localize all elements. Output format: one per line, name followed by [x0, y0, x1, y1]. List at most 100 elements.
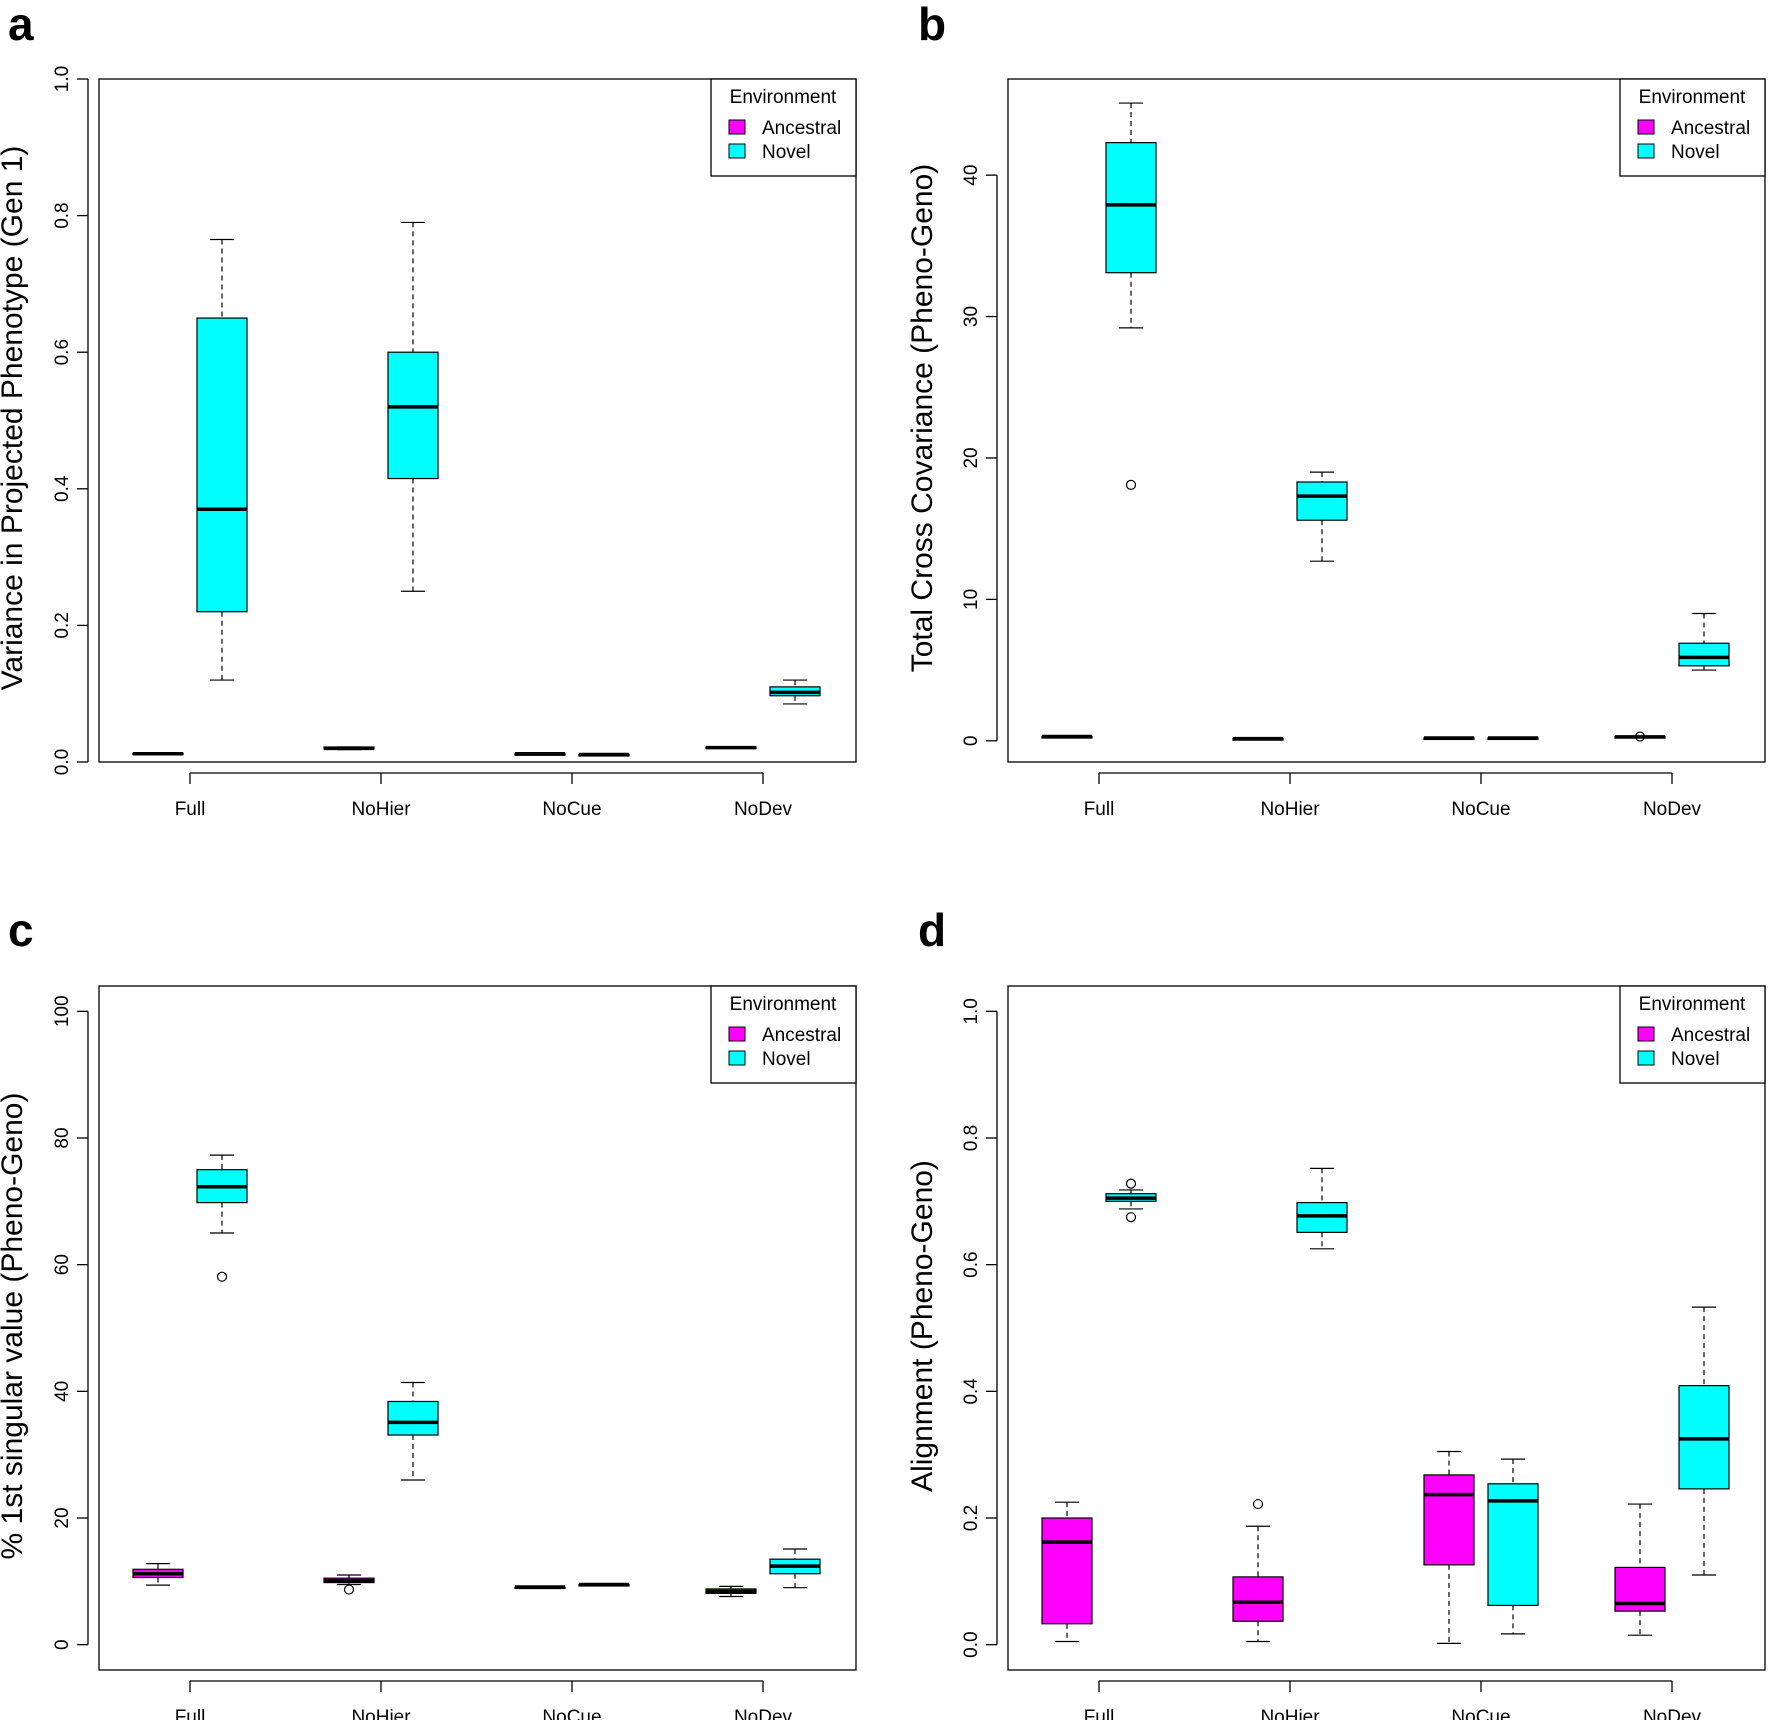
box-iqr [1041, 1517, 1093, 1625]
legend: Environment Ancestral Novel [1619, 78, 1766, 177]
y-tick-label: 0.2 [52, 612, 73, 638]
y-tick-label: 60 [52, 1254, 73, 1275]
panel-a: a Variance in Projected Phenotype (Gen 1… [0, 0, 857, 820]
x-category-label: NoHier [1260, 1707, 1320, 1720]
box-ancestral-nodev [705, 1585, 757, 1598]
y-tick-label: 40 [52, 1381, 73, 1402]
x-category-label: Full [1084, 799, 1115, 820]
x-category-label: Full [175, 1707, 206, 1720]
y-tick-label: 100 [52, 995, 73, 1027]
legend-swatch-novel [728, 143, 746, 159]
box-iqr [1423, 1474, 1475, 1566]
box-novel-nocue [1487, 1458, 1539, 1635]
x-category-label: NoCue [1451, 1707, 1510, 1720]
y-axis-title: Total Cross Covariance (Pheno-Geno) [906, 164, 939, 673]
legend-label-novel: Novel [1671, 1049, 1720, 1070]
box-ancestral-full [1041, 1501, 1093, 1643]
panel-letter-a: a [8, 0, 34, 50]
box-iqr [196, 317, 248, 613]
box-novel-nocue [1487, 736, 1539, 741]
box-ancestral-nodev [1614, 731, 1666, 742]
plot-frame [1007, 985, 1766, 1671]
panel-letter-b: b [918, 0, 946, 50]
legend: Environment Ancestral Novel [710, 985, 857, 1084]
box-ancestral-nohier [323, 1574, 375, 1595]
outlier-point [1125, 479, 1137, 490]
legend-swatch-ancestral [728, 1026, 746, 1042]
outlier-point [1252, 1498, 1264, 1510]
legend-title: Environment [730, 994, 837, 1015]
x-category-label: NoCue [542, 799, 601, 820]
box-novel-nocue [578, 752, 630, 757]
y-tick-label: 0.8 [52, 202, 73, 228]
x-category-label: NoHier [351, 1707, 411, 1720]
y-tick-label: 40 [961, 165, 982, 186]
chart-marks: 0.0 0.2 0.4 0.6 0.8 1.0 Full NoHier NoCue NoDev [52, 66, 821, 820]
y-tick-label: 20 [52, 1507, 73, 1528]
outlier-point [343, 1584, 355, 1595]
box-ancestral-nocue [1423, 736, 1475, 741]
y-tick-label: 1.0 [961, 998, 982, 1024]
x-category-label: NoCue [1451, 799, 1510, 820]
x-category-label: NoDev [1643, 799, 1702, 820]
y-tick-label: 0.0 [52, 749, 73, 775]
x-category-label: NoHier [1260, 799, 1320, 820]
box-iqr [1232, 1576, 1284, 1622]
chart-marks: 0 10 20 30 40 Full NoHier NoCue NoDev [961, 102, 1730, 820]
legend-label-ancestral: Ancestral [762, 118, 841, 139]
box-iqr [387, 351, 439, 480]
box-ancestral-nodev [705, 745, 757, 750]
box-novel-full [196, 238, 248, 681]
legend-swatch-novel [728, 1050, 746, 1066]
box-iqr [1105, 142, 1157, 274]
legend-title: Environment [1639, 87, 1746, 108]
legend-swatch-novel [1637, 1050, 1655, 1066]
legend-label-novel: Novel [1671, 142, 1720, 163]
y-tick-label: 30 [961, 306, 982, 327]
panel-b: b Total Cross Covariance (Pheno-Geno) 0 1… [906, 0, 1766, 820]
y-tick-label: 0.6 [52, 339, 73, 365]
legend-swatch-novel [1637, 143, 1655, 159]
panel-letter-c: c [8, 904, 34, 956]
x-category-label: NoDev [734, 799, 793, 820]
box-novel-full [196, 1154, 248, 1282]
y-tick-label: 0.2 [961, 1505, 982, 1531]
box-ancestral-nocue [514, 752, 566, 756]
y-tick-label: 20 [961, 447, 982, 468]
legend-label-ancestral: Ancestral [1671, 118, 1750, 139]
chart-marks: 0.0 0.2 0.4 0.6 0.8 1.0 Full NoHier NoCue NoDev [961, 998, 1730, 1720]
y-tick-label: 0 [961, 735, 982, 746]
x-category-label: Full [1084, 1707, 1115, 1720]
y-tick-label: 0.6 [961, 1251, 982, 1277]
plot-frame [98, 78, 857, 763]
box-iqr [387, 1400, 439, 1436]
panel-c: c % 1st singular value (Pheno-Geno) 0 20 4… [0, 904, 857, 1720]
y-tick-label: 0.0 [961, 1631, 982, 1657]
x-category-label: NoDev [1643, 1707, 1702, 1720]
legend-label-ancestral: Ancestral [1671, 1025, 1750, 1046]
box-ancestral-nohier [1232, 736, 1284, 741]
x-category-label: NoHier [351, 799, 411, 820]
legend-title: Environment [1639, 994, 1746, 1015]
box-ancestral-nohier [1232, 1498, 1284, 1643]
box-novel-nohier [1296, 1167, 1348, 1250]
legend-swatch-ancestral [728, 119, 746, 135]
box-ancestral-nocue [1423, 1450, 1475, 1645]
y-tick-label: 0.4 [961, 1378, 982, 1405]
panel-letter-d: d [918, 904, 946, 956]
plot-frame [98, 985, 857, 1671]
outlier-point [1125, 1178, 1137, 1189]
box-ancestral-full [132, 752, 184, 756]
box-novel-nohier [1296, 471, 1348, 562]
y-tick-label: 0.8 [961, 1125, 982, 1151]
outlier-point [1125, 1212, 1137, 1223]
box-novel-full [1105, 102, 1157, 490]
y-tick-label: 0 [52, 1639, 73, 1650]
x-category-label: NoCue [542, 1707, 601, 1720]
y-axis-title: Variance in Projected Phenotype (Gen 1) [0, 146, 29, 691]
box-novel-nodev [769, 679, 821, 705]
box-iqr [1487, 1483, 1539, 1607]
box-novel-full [1105, 1178, 1157, 1223]
legend-label-novel: Novel [762, 142, 811, 163]
